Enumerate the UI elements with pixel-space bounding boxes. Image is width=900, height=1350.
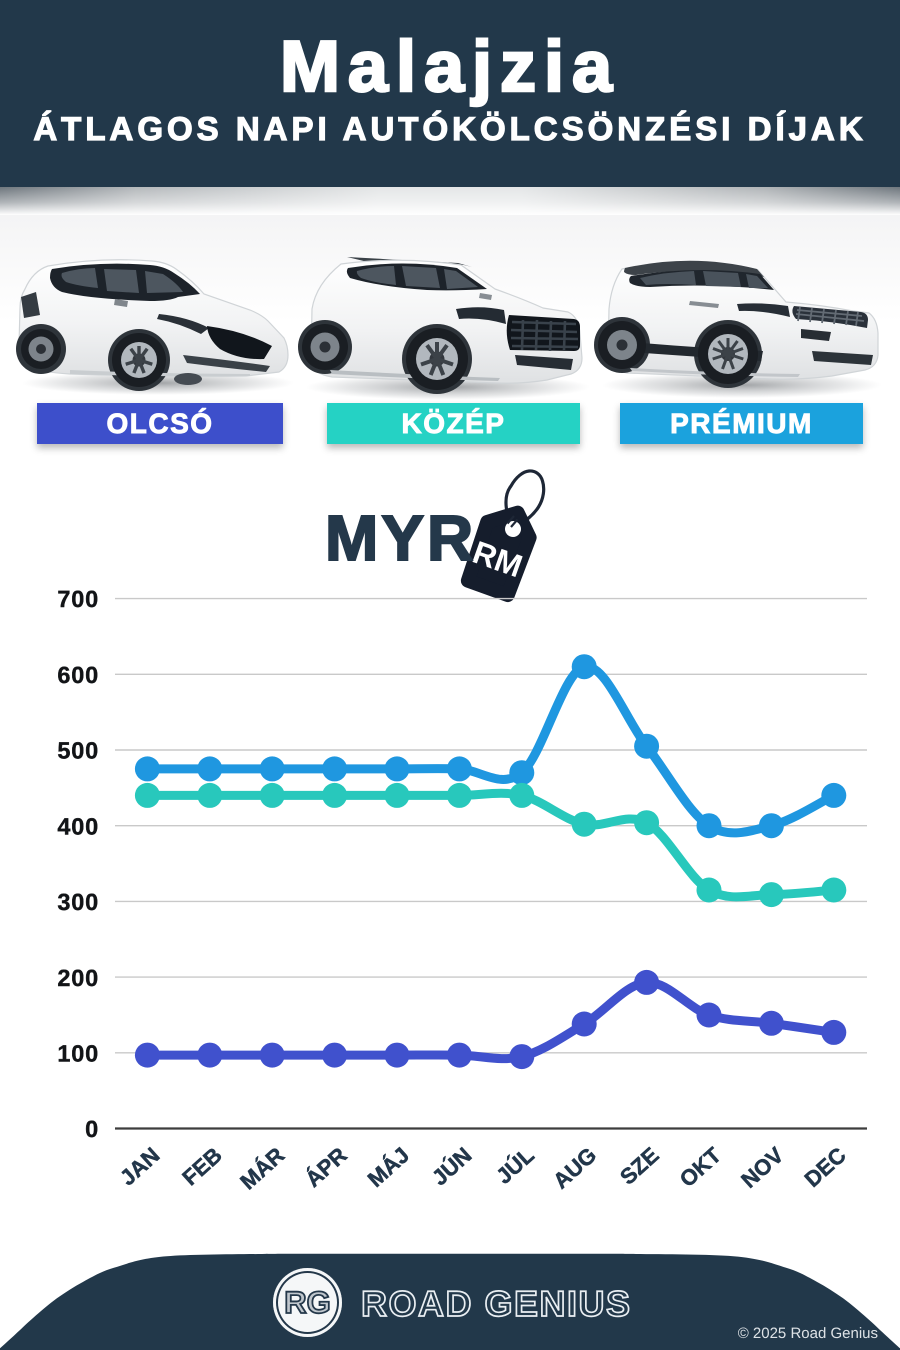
svg-text:700: 700 (57, 586, 99, 612)
svg-text:NOV: NOV (736, 1142, 788, 1193)
svg-text:200: 200 (57, 965, 99, 991)
svg-text:AUG: AUG (548, 1142, 601, 1193)
svg-text:MÁJ: MÁJ (363, 1142, 414, 1192)
svg-text:OKT: OKT (675, 1142, 727, 1192)
svg-text:600: 600 (57, 662, 99, 688)
svg-text:400: 400 (57, 813, 99, 839)
svg-text:100: 100 (57, 1041, 99, 1067)
svg-text:DEC: DEC (800, 1142, 851, 1192)
svg-text:ÁPR: ÁPR (300, 1142, 351, 1192)
svg-text:MÁR: MÁR (235, 1142, 289, 1194)
svg-text:0: 0 (85, 1116, 99, 1142)
svg-text:500: 500 (57, 738, 99, 764)
svg-text:JAN: JAN (115, 1142, 164, 1190)
svg-text:300: 300 (57, 889, 99, 915)
svg-text:SZE: SZE (615, 1142, 664, 1189)
svg-text:JÚL: JÚL (491, 1142, 539, 1188)
svg-text:JÚN: JÚN (427, 1142, 476, 1190)
svg-text:FEB: FEB (177, 1142, 226, 1190)
